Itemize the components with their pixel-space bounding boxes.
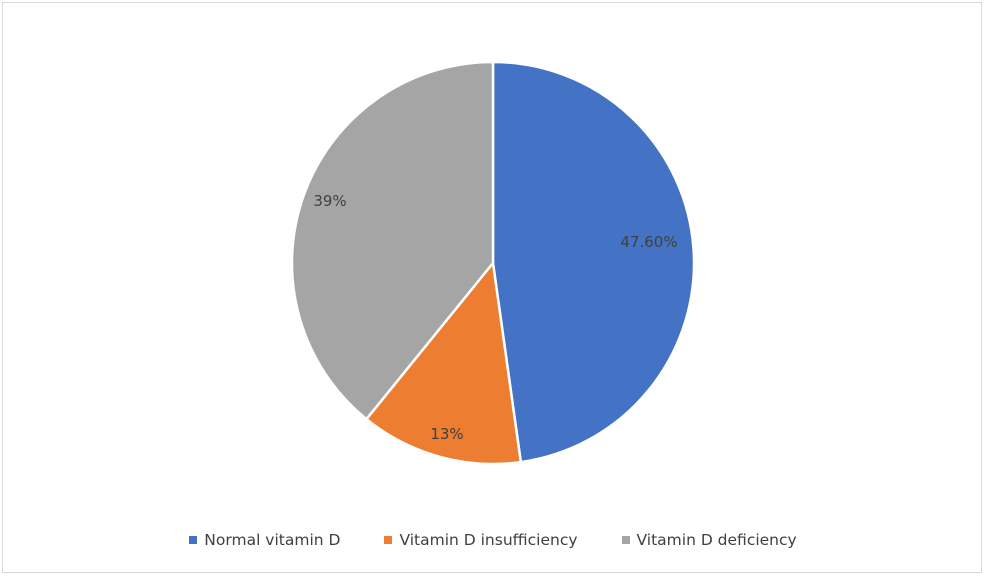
slice-normal: [491, 60, 696, 464]
legend-swatch-insufficiency: [384, 536, 393, 544]
legend-item-normal: Normal vitamin D: [189, 531, 340, 549]
legend-item-deficiency: Vitamin D deficiency: [621, 531, 797, 549]
legend-label: Vitamin D deficiency: [636, 531, 797, 549]
data-label-deficiency: 39%: [313, 192, 347, 210]
legend-label: Vitamin D insufficiency: [399, 531, 578, 549]
data-label-normal: 47.60%: [620, 233, 678, 251]
slice-insufficiency: [365, 261, 523, 466]
legend-label: Normal vitamin D: [204, 531, 341, 549]
slice-deficiency: [290, 60, 495, 421]
legend-item-insufficiency: Vitamin D insufficiency: [384, 531, 578, 549]
data-label-insufficiency: 13%: [430, 425, 464, 443]
legend-swatch-deficiency: [621, 536, 630, 544]
legend: Normal vitamin D Vitamin D insufficiency…: [0, 531, 986, 549]
legend-swatch-normal: [189, 536, 198, 544]
